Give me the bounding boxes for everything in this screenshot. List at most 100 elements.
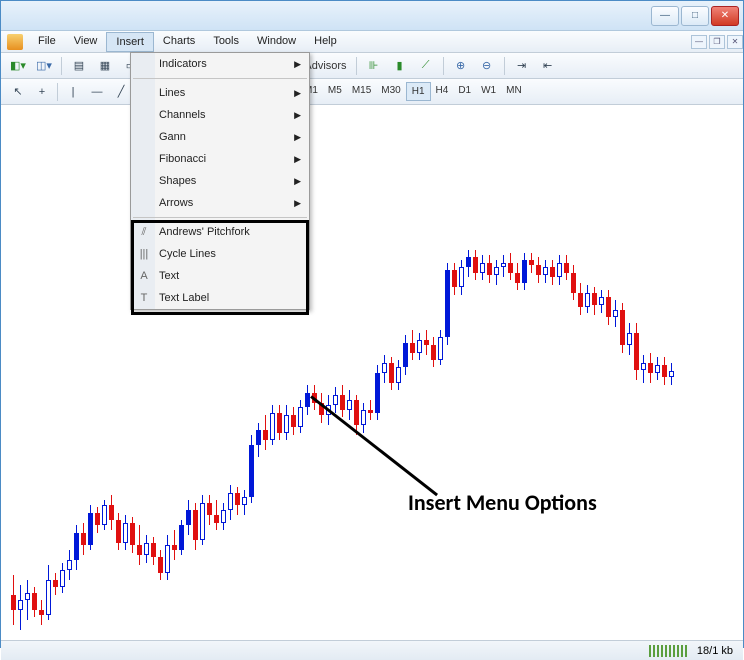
window-maximize-button[interactable]: □	[681, 6, 709, 26]
candle	[522, 105, 527, 640]
crosshair-button[interactable]: +	[31, 82, 53, 102]
candle	[95, 105, 100, 640]
timeframe-m30[interactable]: M30	[376, 82, 405, 101]
insert-menu-gann[interactable]: Gann▶	[131, 126, 309, 148]
insert-menu-fibonacci[interactable]: Fibonacci▶	[131, 148, 309, 170]
insert-menu-lines[interactable]: Lines▶	[131, 82, 309, 104]
candle	[613, 105, 618, 640]
candle	[473, 105, 478, 640]
candle	[11, 105, 16, 640]
candle	[417, 105, 422, 640]
candle	[361, 105, 366, 640]
candle	[39, 105, 44, 640]
submenu-arrow-icon: ▶	[294, 88, 301, 99]
candle	[543, 105, 548, 640]
candle	[25, 105, 30, 640]
timeframe-mn[interactable]: MN	[501, 82, 527, 101]
candle-chart-button[interactable]: ▮	[389, 56, 411, 76]
menu-insert[interactable]: Insert	[106, 32, 154, 52]
insert-menu-channels[interactable]: Channels▶	[131, 104, 309, 126]
menu-window[interactable]: Window	[248, 32, 305, 52]
menu-tools[interactable]: Tools	[204, 32, 248, 52]
chart-area[interactable]: Insert Menu Options	[1, 105, 743, 640]
submenu-arrow-icon: ▶	[294, 110, 301, 121]
candle	[431, 105, 436, 640]
vertical-line-button[interactable]: |	[62, 82, 84, 102]
menu-item-icon: ⫽	[135, 226, 153, 239]
toolbar-main: ◧▾ ◫▾ ▤ ▦ ▭ ▧ w Order Expert Advisors ⊪ …	[1, 53, 743, 79]
candle	[326, 105, 331, 640]
candle	[403, 105, 408, 640]
timeframe-w1[interactable]: W1	[476, 82, 501, 101]
candle	[466, 105, 471, 640]
market-watch-button[interactable]: ▤	[68, 56, 90, 76]
submenu-arrow-icon: ▶	[294, 176, 301, 187]
chart-shift-button[interactable]: ⇤	[537, 56, 559, 76]
insert-menu-text[interactable]: AText	[131, 265, 309, 287]
insert-menu-text-label[interactable]: TText Label	[131, 287, 309, 309]
app-icon	[7, 34, 23, 50]
menu-item-label: Text Label	[159, 292, 209, 304]
mdi-close-button[interactable]: ✕	[727, 35, 743, 49]
menu-item-label: Shapes	[159, 175, 196, 187]
annotation-label: Insert Menu Options	[408, 489, 597, 516]
candle	[655, 105, 660, 640]
menu-item-icon: A	[135, 270, 153, 282]
mdi-restore-button[interactable]: ❐	[709, 35, 725, 49]
candle	[571, 105, 576, 640]
zoom-in-button[interactable]: ⊕	[450, 56, 472, 76]
new-chart-button[interactable]: ◧▾	[7, 56, 29, 76]
menu-item-label: Arrows	[159, 197, 193, 209]
candle	[424, 105, 429, 640]
timeframe-d1[interactable]: D1	[453, 82, 476, 101]
candle	[74, 105, 79, 640]
timeframe-h4[interactable]: H4	[431, 82, 454, 101]
horizontal-line-button[interactable]: —	[86, 82, 108, 102]
menu-help[interactable]: Help	[305, 32, 346, 52]
candle	[508, 105, 513, 640]
timeframe-m5[interactable]: M5	[323, 82, 347, 101]
candle	[529, 105, 534, 640]
menu-item-icon: |||	[135, 248, 153, 260]
candle	[60, 105, 65, 640]
menu-item-label: Andrews' Pitchfork	[159, 226, 250, 238]
bar-chart-button[interactable]: ⊪	[363, 56, 385, 76]
menu-item-label: Indicators	[159, 58, 207, 70]
window-minimize-button[interactable]: —	[651, 6, 679, 26]
insert-menu-arrows[interactable]: Arrows▶	[131, 192, 309, 214]
candle	[18, 105, 23, 640]
menu-view[interactable]: View	[65, 32, 107, 52]
submenu-arrow-icon: ▶	[294, 59, 301, 70]
zoom-out-button[interactable]: ⊖	[476, 56, 498, 76]
profiles-button[interactable]: ◫▾	[33, 56, 55, 76]
menu-file[interactable]: File	[29, 32, 65, 52]
line-chart-button[interactable]: ⟋	[415, 56, 437, 76]
candle	[32, 105, 37, 640]
candle	[550, 105, 555, 640]
candle	[452, 105, 457, 640]
navigator-button[interactable]: ▦	[94, 56, 116, 76]
candle	[634, 105, 639, 640]
auto-scroll-button[interactable]: ⇥	[511, 56, 533, 76]
timeframe-h1[interactable]: H1	[406, 82, 431, 101]
trendline-button[interactable]: ╱	[110, 82, 132, 102]
candle	[669, 105, 674, 640]
insert-menu-shapes[interactable]: Shapes ▶	[131, 170, 309, 192]
mdi-minimize-button[interactable]: —	[691, 35, 707, 49]
timeframe-m15[interactable]: M15	[347, 82, 376, 101]
cursor-button[interactable]: ↖	[7, 82, 29, 102]
candle	[81, 105, 86, 640]
candle	[627, 105, 632, 640]
insert-menu-andrews-pitchfork[interactable]: ⫽ Andrews' Pitchfork	[131, 221, 309, 243]
menu-item-label: Fibonacci	[159, 153, 206, 165]
window-close-button[interactable]: ✕	[711, 6, 739, 26]
candle	[410, 105, 415, 640]
candle	[599, 105, 604, 640]
menu-charts[interactable]: Charts	[154, 32, 204, 52]
insert-menu-indicators[interactable]: Indicators ▶	[131, 53, 309, 75]
insert-menu-cycle-lines[interactable]: |||Cycle Lines	[131, 243, 309, 265]
candle	[445, 105, 450, 640]
candle	[459, 105, 464, 640]
candle	[641, 105, 646, 640]
app-window: — □ ✕ FileViewInsertChartsToolsWindowHel…	[0, 0, 744, 648]
